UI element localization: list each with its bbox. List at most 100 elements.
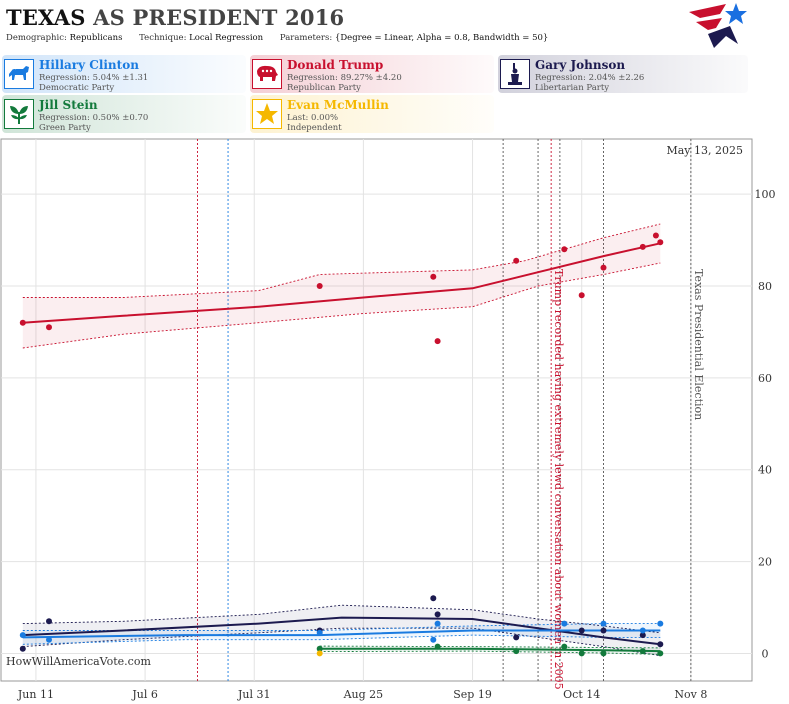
donald-trump-poll-point [434, 338, 441, 345]
page-title: TEXAS AS PRESIDENT 2016 [6, 4, 344, 32]
evan-mcmullin-poll-point [316, 650, 323, 657]
donald-trump-poll-point [19, 319, 26, 326]
y-tick-label: 40 [758, 464, 772, 477]
y-tick-label: 20 [758, 556, 772, 569]
gary-johnson-poll-point [639, 632, 646, 639]
demographic-label: Demographic: [6, 33, 67, 43]
jill-stein-lower-bound [319, 650, 661, 655]
hillary-clinton-poll-point [46, 636, 52, 643]
candidate-party: Independent [287, 123, 342, 133]
x-tick-label: Oct 14 [563, 688, 600, 701]
donald-trump-poll-point [513, 257, 520, 264]
hillary-clinton-poll-point [639, 627, 646, 634]
donald-trump-upper-bound [22, 223, 661, 298]
donald-trump-poll-point [600, 264, 607, 271]
x-tick-label: Jul 6 [131, 688, 158, 701]
hillary-clinton-poll-point [316, 629, 323, 636]
gary-johnson-poll-point [578, 627, 585, 634]
gary-johnson-poll-point [600, 627, 607, 634]
y-tick-label: 60 [758, 372, 772, 385]
candidate-card-mcmullin[interactable]: Evan McMullin Last: 0.00% Independent [250, 95, 494, 133]
watermark: HowWillAmericaVote.com [6, 655, 151, 668]
candidate-name: Jill Stein [39, 98, 98, 112]
hillary-clinton-lower-bound [22, 634, 661, 645]
candidate-name: Gary Johnson [535, 58, 626, 72]
jill-stein-poll-point [578, 650, 585, 657]
candidate-name: Donald Trump [287, 58, 384, 72]
technique-value: Local Regression [189, 33, 264, 43]
donald-trump-poll-point [430, 273, 437, 280]
gary-johnson-poll-point [46, 618, 52, 625]
hillary-clinton-poll-point [19, 632, 26, 639]
candidate-party: Democratic Party [39, 83, 115, 93]
donald-trump-lower-bound [22, 262, 661, 349]
gary-johnson-poll-point [19, 645, 26, 652]
title-rest: AS PRESIDENT 2016 [85, 5, 345, 30]
gary-johnson-poll-point [430, 595, 437, 602]
title-state: TEXAS [6, 5, 86, 30]
poll-chart: Trump recorded having extremely lewd con… [0, 138, 776, 701]
gary-johnson-poll-point [657, 641, 664, 648]
donald-trump-trend-line [22, 242, 661, 324]
jill-stein-poll-point [600, 650, 607, 657]
hillary-clinton-poll-point [600, 620, 607, 627]
x-tick-label: Sep 19 [453, 688, 492, 701]
date-stamp: May 13, 2025 [666, 144, 743, 157]
parameters-label: Parameters: [279, 33, 333, 43]
candidate-card-stein[interactable]: Jill Stein Regression: 0.50% ±0.70 Green… [2, 95, 246, 133]
candidate-regression: Regression: 0.50% ±0.70 [39, 113, 149, 123]
jill-stein-poll-point [561, 643, 568, 650]
annotation-label: Trump recorded having extremely lewd con… [552, 269, 565, 690]
x-tick-label: Jul 31 [237, 688, 271, 701]
candidate-party: Republican Party [287, 83, 361, 93]
candidate-card-johnson[interactable]: Gary Johnson Regression: 2.04% ±2.26 Lib… [498, 55, 748, 93]
chart-parameters: Demographic: Republicans Technique: Loca… [6, 33, 562, 43]
donald-trump-poll-point [639, 243, 646, 250]
candidate-regression: Regression: 2.04% ±2.26 [535, 73, 645, 83]
donald-trump-poll-point [561, 246, 568, 253]
donald-trump-poll-point [657, 239, 664, 246]
x-tick-label: Jun 11 [17, 688, 54, 701]
jill-stein-poll-point [657, 650, 664, 657]
candidate-name: Evan McMullin [287, 98, 389, 112]
y-tick-label: 80 [758, 280, 772, 293]
jill-stein-poll-point [316, 645, 323, 652]
donkey-icon [4, 59, 34, 89]
gary-johnson-upper-bound [22, 604, 661, 634]
jill-stein-poll-point [513, 648, 520, 655]
donald-trump-poll-point [46, 324, 52, 331]
candidate-regression: Regression: 5.04% ±1.31 [39, 73, 149, 83]
x-tick-label: Nov 8 [674, 688, 707, 701]
candidate-regression: Regression: 89.27% ±4.20 [287, 73, 402, 83]
hillary-clinton-poll-point [657, 620, 664, 627]
annotation-label: Texas Presidential Election [692, 269, 705, 420]
y-tick-label: 0 [762, 647, 769, 660]
jill-stein-upper-bound [319, 645, 661, 649]
demographic-value: Republicans [69, 33, 123, 43]
jill-stein-poll-point [434, 643, 441, 650]
site-logo-icon[interactable] [686, 0, 750, 52]
jill-stein-trend-line [319, 647, 661, 653]
gary-johnson-trend-line [22, 616, 661, 646]
hillary-clinton-poll-point [561, 620, 568, 627]
candidate-party: Libertarian Party [535, 83, 610, 93]
candidate-party: Green Party [39, 123, 91, 133]
candidate-card-trump[interactable]: Donald Trump Regression: 89.27% ±4.20 Re… [250, 55, 494, 93]
candidate-regression: Last: 0.00% [287, 113, 339, 123]
gary-johnson-confidence-band [22, 605, 661, 656]
gary-johnson-poll-point [513, 634, 520, 641]
donald-trump-poll-point [652, 232, 659, 239]
jill-stein-poll-point [639, 648, 646, 655]
candidate-name: Hillary Clinton [39, 58, 139, 72]
hillary-clinton-poll-point [434, 620, 441, 627]
hillary-clinton-upper-bound [22, 623, 661, 631]
plant-icon [4, 99, 34, 129]
hillary-clinton-trend-line [22, 629, 661, 639]
donald-trump-poll-point [316, 283, 323, 289]
y-tick-label: 100 [755, 188, 776, 201]
elephant-icon [252, 59, 282, 89]
donald-trump-poll-point [578, 292, 585, 299]
x-tick-label: Aug 25 [343, 688, 384, 701]
donald-trump-confidence-band [22, 224, 661, 348]
candidate-card-clinton[interactable]: Hillary Clinton Regression: 5.04% ±1.31 … [2, 55, 246, 93]
